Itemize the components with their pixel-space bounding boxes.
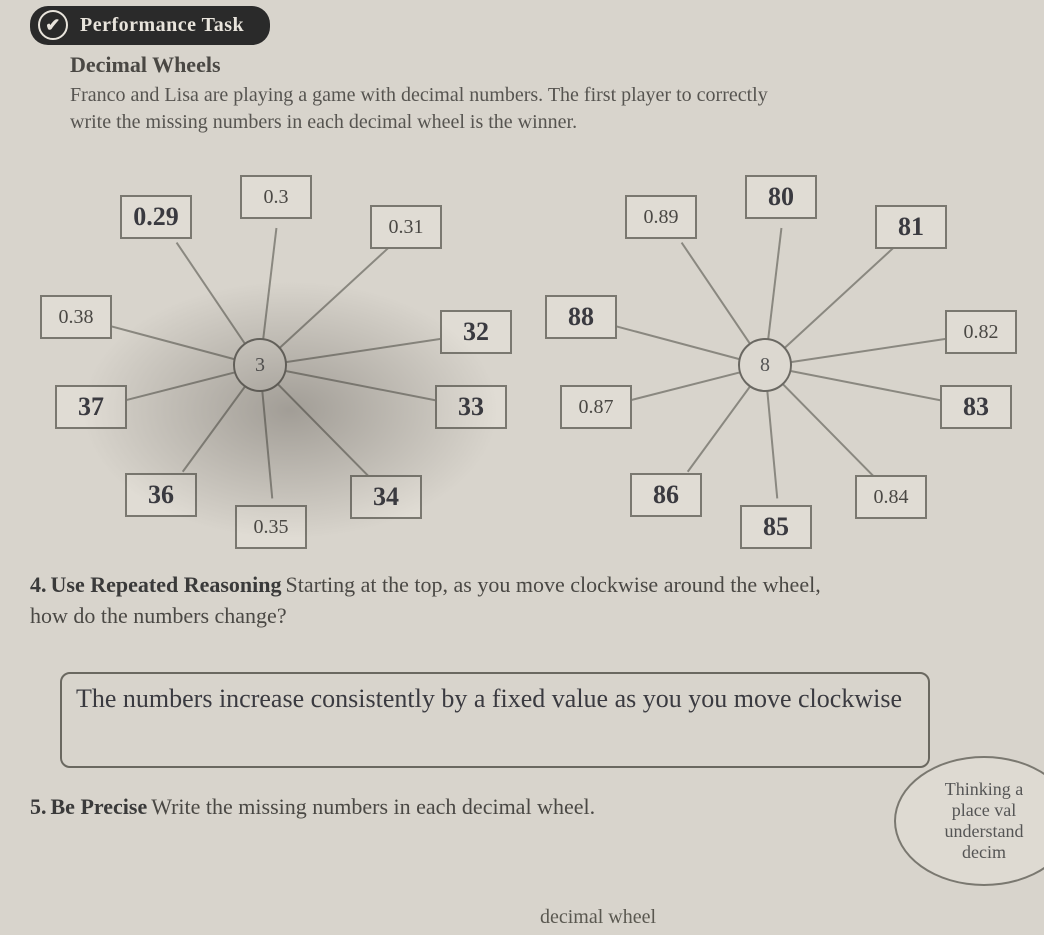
wheel-cell: 0.3 bbox=[240, 175, 312, 219]
wheel-cell: 36 bbox=[125, 473, 197, 517]
decimal-wheel-right: 880810.82830.8485860.87880.89 bbox=[545, 175, 985, 535]
wheel-cell: 0.82 bbox=[945, 310, 1017, 354]
q4-title: Use Repeated Reasoning bbox=[51, 572, 282, 597]
q5-title: Be Precise bbox=[51, 794, 148, 819]
bubble-line: place val bbox=[952, 800, 1016, 821]
bubble-line: Thinking a bbox=[945, 779, 1024, 800]
q4-answer-box: The numbers increase consistently by a f… bbox=[60, 672, 930, 768]
wheel-cell: 37 bbox=[55, 385, 127, 429]
wheel-cell: 80 bbox=[745, 175, 817, 219]
wheel-hub: 8 bbox=[738, 338, 792, 392]
wheel-cell: 32 bbox=[440, 310, 512, 354]
wheel-hub: 3 bbox=[233, 338, 287, 392]
wheel-cell: 0.84 bbox=[855, 475, 927, 519]
check-icon: ✔ bbox=[38, 10, 68, 40]
decimal-wheel-left: 30.30.313233340.3536370.380.29 bbox=[40, 175, 480, 535]
wheel-cell: 0.87 bbox=[560, 385, 632, 429]
footer-fragment: decimal wheel bbox=[540, 906, 656, 929]
wheel-cell: 88 bbox=[545, 295, 617, 339]
wheel-cell: 34 bbox=[350, 475, 422, 519]
thinking-bubble: Thinking a place val understand decim bbox=[894, 756, 1044, 886]
wheel-spoke bbox=[260, 365, 446, 403]
page-subtitle: Decimal Wheels bbox=[70, 52, 221, 78]
wheel-cell: 0.31 bbox=[370, 205, 442, 249]
wheel-cell: 86 bbox=[630, 473, 702, 517]
q5-text: Write the missing numbers in each decima… bbox=[151, 794, 595, 819]
intro-text: Franco and Lisa are playing a game with … bbox=[70, 82, 790, 136]
question-4: 4. Use Repeated Reasoning Starting at th… bbox=[30, 570, 830, 632]
question-5: 5. Be Precise Write the missing numbers … bbox=[30, 792, 790, 823]
wheel-cell: 81 bbox=[875, 205, 947, 249]
wheel-cell: 83 bbox=[940, 385, 1012, 429]
wheel-cell: 33 bbox=[435, 385, 507, 429]
wheel-cell: 0.38 bbox=[40, 295, 112, 339]
pill-label: Performance Task bbox=[80, 14, 244, 36]
q4-number: 4. bbox=[30, 572, 47, 597]
performance-task-pill: ✔ Performance Task bbox=[30, 6, 270, 45]
wheel-cell: 0.35 bbox=[235, 505, 307, 549]
wheel-cell: 0.29 bbox=[120, 195, 192, 239]
wheel-spoke bbox=[765, 365, 951, 403]
q5-number: 5. bbox=[30, 794, 47, 819]
bubble-line: decim bbox=[962, 842, 1006, 863]
bubble-line: understand bbox=[945, 821, 1024, 842]
wheel-cell: 0.89 bbox=[625, 195, 697, 239]
wheel-cell: 85 bbox=[740, 505, 812, 549]
